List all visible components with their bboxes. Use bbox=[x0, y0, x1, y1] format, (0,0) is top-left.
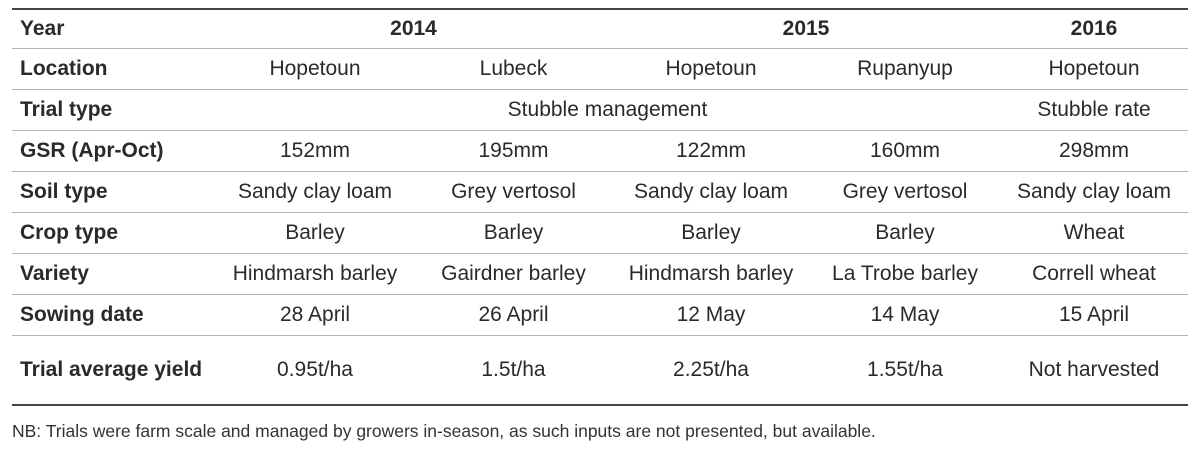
header-cell: Year bbox=[12, 8, 215, 49]
table-cell: Sandy clay loam bbox=[215, 171, 415, 213]
header-cell: 2016 bbox=[1000, 8, 1188, 49]
header-cell: 2015 bbox=[612, 8, 1000, 49]
table-cell: 2.25t/ha bbox=[612, 335, 810, 406]
table-cell: 14 May bbox=[810, 294, 1000, 336]
table-cell: Grey vertosol bbox=[415, 171, 612, 213]
table-cell: Correll wheat bbox=[1000, 253, 1188, 295]
table-cell: 1.55t/ha bbox=[810, 335, 1000, 406]
row-label: Crop type bbox=[12, 212, 215, 254]
table-cell: Hopetoun bbox=[1000, 48, 1188, 90]
table-cell: Sandy clay loam bbox=[612, 171, 810, 213]
table-row: GSR (Apr-Oct) 152mm 195mm 122mm 160mm 298mm bbox=[12, 130, 1188, 172]
table-cell: 152mm bbox=[215, 130, 415, 172]
trial-table: Year 2014 2015 2016 Location Hopetoun Lube… bbox=[12, 8, 1188, 406]
table-row: Soil type Sandy clay loam Grey vertosol San… bbox=[12, 171, 1188, 213]
row-label: Trial average yield bbox=[12, 335, 215, 406]
table-cell: 160mm bbox=[810, 130, 1000, 172]
row-label: Location bbox=[12, 48, 215, 90]
table-cell: Barley bbox=[215, 212, 415, 254]
table-cell: Hopetoun bbox=[215, 48, 415, 90]
row-label: GSR (Apr-Oct) bbox=[12, 130, 215, 172]
table-cell: Hopetoun bbox=[612, 48, 810, 90]
table-cell: Grey vertosol bbox=[810, 171, 1000, 213]
table-cell: Stubble rate bbox=[1000, 89, 1188, 131]
table-cell: 0.95t/ha bbox=[215, 335, 415, 406]
table-row: Variety Hindmarsh barley Gairdner barley Hi… bbox=[12, 253, 1188, 295]
row-label: Variety bbox=[12, 253, 215, 295]
table-cell: Not harvested bbox=[1000, 335, 1188, 406]
table-cell: Barley bbox=[415, 212, 612, 254]
table-cell: La Trobe barley bbox=[810, 253, 1000, 295]
table-cell: 122mm bbox=[612, 130, 810, 172]
table-cell: 12 May bbox=[612, 294, 810, 336]
row-label: Trial type bbox=[12, 89, 215, 131]
table-cell: 195mm bbox=[415, 130, 612, 172]
table-cell: 298mm bbox=[1000, 130, 1188, 172]
table-cell: 26 April bbox=[415, 294, 612, 336]
table-row: Crop type Barley Barley Barley Barley Wheat bbox=[12, 212, 1188, 254]
table-row: Trial type Stubble management Stubble rate bbox=[12, 89, 1188, 131]
table-cell: Gairdner barley bbox=[415, 253, 612, 295]
table-cell: Wheat bbox=[1000, 212, 1188, 254]
table-row: Location Hopetoun Lubeck Hopetoun Rupanyup Ho… bbox=[12, 48, 1188, 90]
header-row: Year 2014 2015 2016 bbox=[12, 8, 1188, 49]
table-cell: Hindmarsh barley bbox=[612, 253, 810, 295]
table-cell: 1.5t/ha bbox=[415, 335, 612, 406]
table-cell: 15 April bbox=[1000, 294, 1188, 336]
row-label: Sowing date bbox=[12, 294, 215, 336]
table-row: Trial average yield 0.95t/ha 1.5t/ha 2.25t/… bbox=[12, 335, 1188, 406]
table-row: Sowing date 28 April 26 April 12 May 14 May 1… bbox=[12, 294, 1188, 336]
table-cell: 28 April bbox=[215, 294, 415, 336]
table-cell: Stubble management bbox=[215, 89, 1000, 131]
table-cell: Hindmarsh barley bbox=[215, 253, 415, 295]
table-cell: Lubeck bbox=[415, 48, 612, 90]
table-cell: Barley bbox=[810, 212, 1000, 254]
table-cell: Rupanyup bbox=[810, 48, 1000, 90]
table-cell: Sandy clay loam bbox=[1000, 171, 1188, 213]
header-cell: 2014 bbox=[215, 8, 612, 49]
table-cell: Barley bbox=[612, 212, 810, 254]
row-label: Soil type bbox=[12, 171, 215, 213]
table-body: Year 2014 2015 2016 Location Hopetoun Lube… bbox=[12, 8, 1188, 406]
footnote: NB: Trials were farm scale and managed b… bbox=[12, 421, 876, 441]
